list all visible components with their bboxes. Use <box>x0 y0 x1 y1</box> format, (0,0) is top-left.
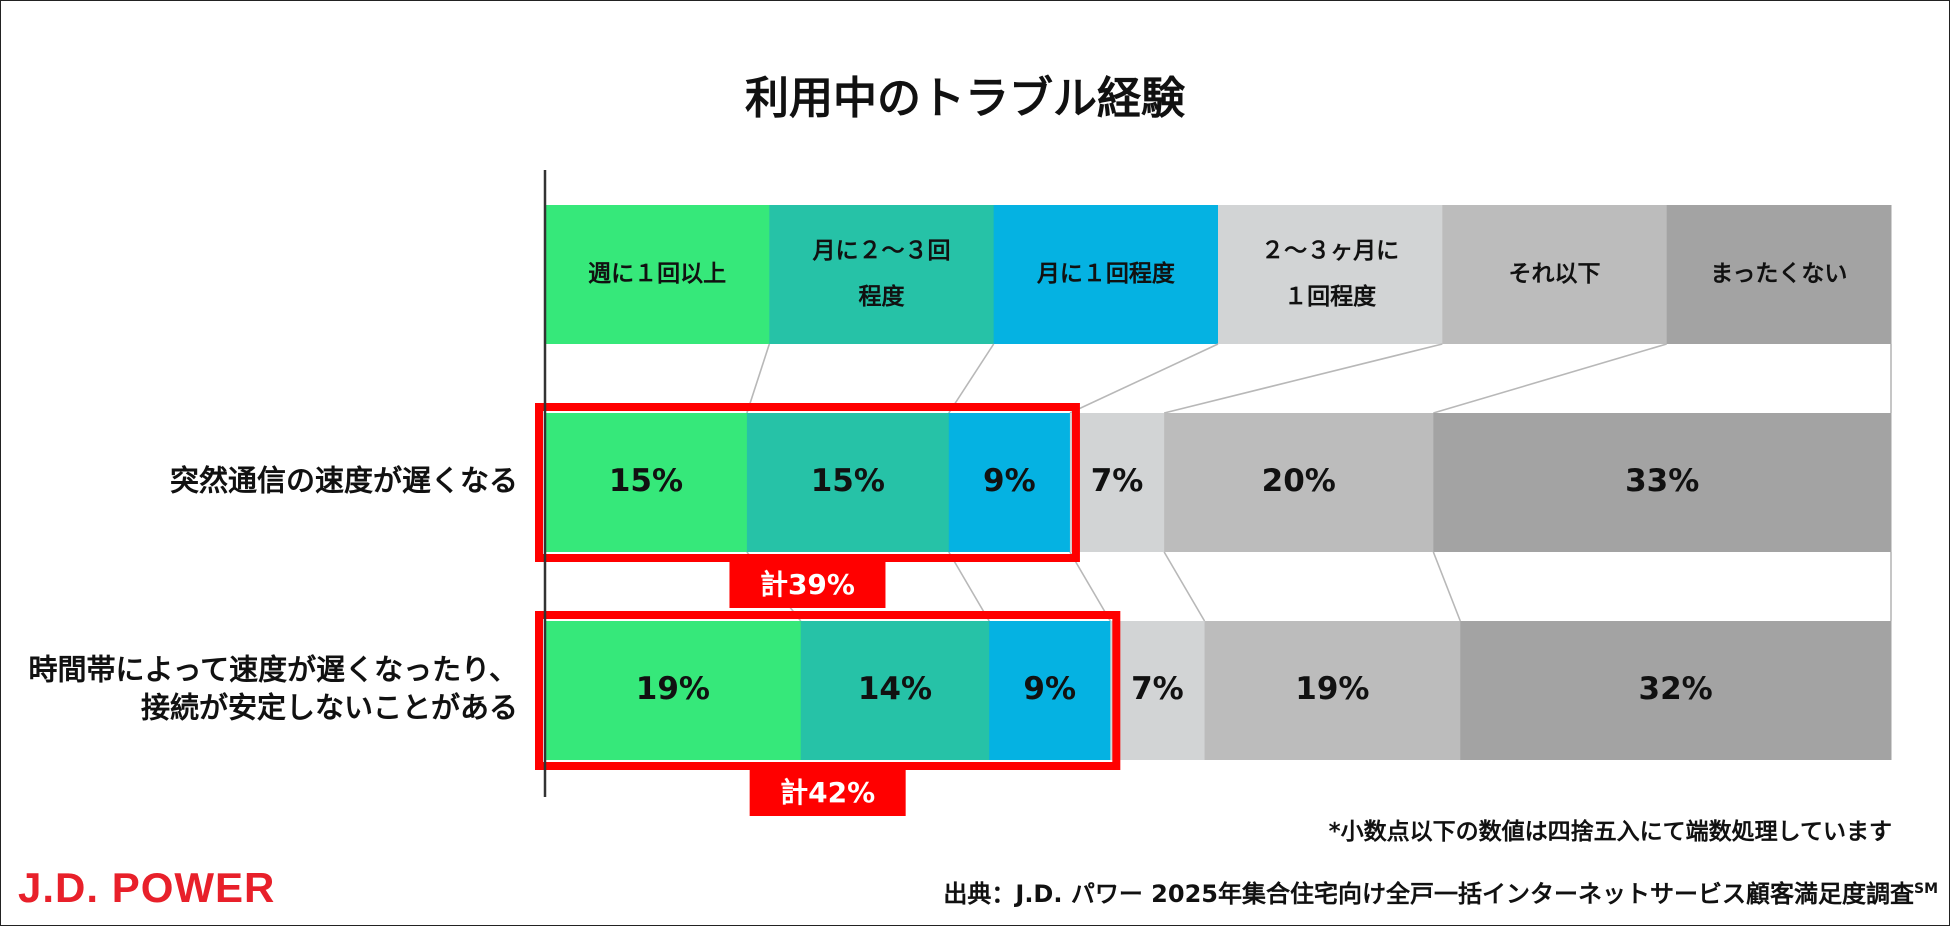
bar-row2-seg2 <box>800 621 990 760</box>
highlight-box-row1 <box>535 403 1080 562</box>
category-label-row1: 突然通信の速度が遅くなる <box>170 464 518 498</box>
value-label-row2-seg5: 19% <box>1295 671 1369 707</box>
bar-row1-seg3 <box>948 413 1071 552</box>
category-label-row2-line1: 時間帯によって速度が遅くなったり、 <box>28 653 518 687</box>
value-label-row2-seg3: 9% <box>1023 671 1076 707</box>
connector-legend-row1-4 <box>1163 343 1443 414</box>
jd-power-logo: J.D. POWER <box>18 864 276 911</box>
connector-legend-row1-1 <box>746 343 771 414</box>
legend-label-1: 週に１回以上 <box>588 261 726 287</box>
legend-box-5 <box>1442 205 1668 344</box>
connector-legend-row1-5 <box>1433 343 1667 414</box>
connector-row1-row2-3 <box>1069 551 1112 622</box>
bar-row1-seg6 <box>1433 413 1892 552</box>
value-label-row1-seg6: 33% <box>1625 463 1699 499</box>
value-label-row2-seg1: 19% <box>636 671 710 707</box>
value-label-row1-seg1: 15% <box>609 463 683 499</box>
category-label-row2-line2: 接続が安定しないことがある <box>141 691 518 725</box>
legend-box-1 <box>545 205 770 344</box>
legend-label-5: それ以下 <box>1509 261 1601 287</box>
connector-row1-row2-4 <box>1163 551 1206 622</box>
source-text: 出典：J.D. パワー 2025年集合住宅向け全戸一括インターネットサービス顧客… <box>943 874 1938 909</box>
legend-box-2 <box>769 205 995 344</box>
legend-label-6: まったくない <box>1710 261 1847 287</box>
highlight-box-row2 <box>535 611 1121 770</box>
legend-label-2-line2: 程度 <box>859 283 906 310</box>
bar-row1-seg2 <box>746 413 950 552</box>
legend-box-6 <box>1666 205 1892 344</box>
bar-row2-seg3 <box>989 621 1111 760</box>
legend-label-4-line1: ２～３ヶ月に <box>1261 238 1399 264</box>
connector-row1-row2-5 <box>1432 551 1462 622</box>
value-label-row2-seg4: 7% <box>1131 671 1184 707</box>
total-label-row1: 計39% <box>760 568 855 601</box>
connector-legend-row1-2 <box>948 343 995 414</box>
source-label: 出典：J.D. パワー 2025年集合住宅向け全戸一括インターネットサービス顧客… <box>943 880 1914 908</box>
bar-row2-seg5 <box>1204 621 1461 760</box>
legend-label-3: 月に１回程度 <box>1036 260 1176 287</box>
value-label-row2-seg2: 14% <box>858 671 932 707</box>
total-label-row2: 計42% <box>780 776 875 809</box>
bar-row2-seg1 <box>545 621 802 760</box>
bar-row1-seg4 <box>1069 413 1165 552</box>
value-label-row1-seg5: 20% <box>1262 463 1336 499</box>
legend-label-4-line2: １回程度 <box>1284 283 1377 310</box>
bar-row2-seg4 <box>1110 621 1206 760</box>
bar-row2-seg6 <box>1460 621 1892 760</box>
value-label-row1-seg3: 9% <box>983 463 1036 499</box>
value-label-row2-seg6: 32% <box>1639 671 1713 707</box>
total-badge-row1 <box>729 562 886 608</box>
legend-box-4 <box>1218 205 1443 344</box>
value-label-row1-seg4: 7% <box>1091 463 1144 499</box>
bar-row1-seg5 <box>1164 413 1434 552</box>
connector-legend-row1-3 <box>1069 343 1219 414</box>
bar-row1-seg1 <box>545 413 748 552</box>
service-mark: SM <box>1913 881 1938 897</box>
value-label-row1-seg2: 15% <box>811 463 885 499</box>
chart-title: 利用中のトラブル経験 <box>745 73 1185 124</box>
legend-box-3 <box>993 205 1219 344</box>
total-badge-row2 <box>749 770 906 816</box>
legend-label-2-line1: 月に２～３回 <box>812 238 951 264</box>
footnote: *小数点以下の数値は四捨五入にて端数処理しています <box>1328 819 1892 845</box>
connector-row1-row2-2 <box>948 551 990 622</box>
